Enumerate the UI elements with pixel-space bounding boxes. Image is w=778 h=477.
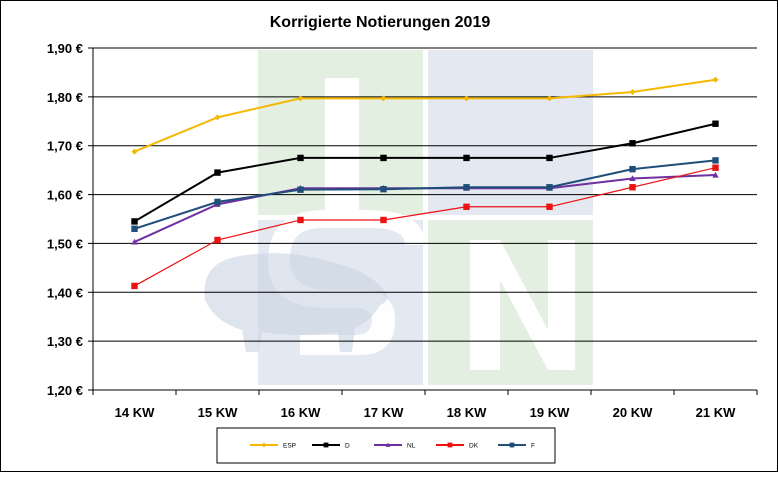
series-line-d (133, 122, 716, 223)
data-point-esp (131, 148, 138, 155)
data-point-f (214, 198, 221, 206)
legend-label: D (345, 443, 350, 450)
data-point-d (214, 169, 221, 176)
data-point-dk (131, 282, 138, 290)
data-point-f (546, 184, 553, 191)
data-point-f (131, 225, 138, 232)
y-tick-label: 1,60 € (47, 188, 83, 203)
data-point-dk (546, 203, 553, 210)
data-point-dk (463, 203, 470, 210)
legend-item-f: F (498, 443, 535, 450)
data-point-f (297, 186, 304, 193)
legend-item-dk: DK (436, 443, 479, 450)
data-point-esp (712, 76, 719, 83)
x-tick-label: 15 KW (198, 405, 238, 420)
series-dk (131, 164, 719, 290)
isn-watermark-logo (204, 50, 593, 385)
data-point-f (380, 185, 387, 193)
data-point-nl (712, 171, 719, 178)
data-point-dk (380, 216, 387, 224)
data-point-f (712, 157, 719, 164)
legend-item-esp: ESP (250, 443, 296, 450)
y-tick-label: 1,20 € (47, 383, 83, 398)
series-line-f (134, 159, 716, 230)
data-point-nl (131, 238, 138, 245)
y-tick-label: 1,40 € (47, 285, 83, 300)
legend-swatch-marker (261, 442, 267, 448)
x-tick-label: 16 KW (281, 405, 321, 420)
data-point-f (629, 165, 636, 173)
series-d (131, 120, 719, 225)
data-point-dk (214, 236, 221, 244)
data-point-dk (297, 216, 304, 224)
data-point-dk (712, 164, 719, 171)
legend-item-nl: NL (374, 443, 416, 450)
legend-item-d: D (312, 443, 350, 450)
data-point-d (380, 154, 387, 162)
legend-label: ESP (283, 443, 296, 450)
data-point-esp (463, 95, 470, 102)
data-point-esp (214, 114, 221, 121)
x-tick-label: 14 KW (115, 405, 155, 420)
legend-swatch-marker (509, 442, 515, 448)
data-point-d (546, 154, 553, 162)
x-tick-label: 18 KW (447, 405, 487, 420)
legend: ESP D NL DK F (216, 427, 556, 464)
data-point-esp (546, 95, 553, 102)
x-tick-label: 20 KW (613, 405, 653, 420)
series-f (131, 157, 719, 232)
x-tick-label: 21 KW (696, 405, 736, 420)
legend-swatch-marker (323, 442, 329, 448)
y-tick-label: 1,70 € (47, 139, 83, 154)
series-line-dk (134, 167, 716, 287)
legend-items: ESP D NL DK F (250, 443, 535, 450)
data-point-d (297, 154, 304, 162)
data-point-esp (629, 88, 636, 95)
data-point-d (629, 140, 636, 147)
data-point-d (463, 154, 470, 162)
legend-label: DK (469, 443, 479, 450)
x-tick-label: 19 KW (530, 405, 570, 420)
data-point-nl (629, 175, 636, 182)
series-layer (131, 76, 719, 290)
data-point-f (463, 184, 470, 191)
legend-label: F (531, 443, 535, 450)
data-point-esp (297, 95, 304, 102)
data-point-esp (380, 95, 387, 102)
data-point-d (131, 218, 138, 225)
series-line-esp (134, 78, 716, 153)
legend-swatch-marker (447, 442, 453, 448)
chart-title: Korrigierte Notierungen 2019 (270, 14, 491, 31)
axes-layer: 1,20 € 1,30 € 1,40 € 1,50 € 1,60 € 1,70 € 1,80… (47, 41, 758, 420)
grid-layer (93, 47, 757, 342)
y-tick-label: 1,90 € (47, 41, 83, 56)
y-tick-label: 1,50 € (47, 236, 83, 251)
legend-label: NL (407, 443, 416, 450)
y-tick-label: 1,80 € (47, 90, 83, 105)
data-point-d (712, 120, 719, 127)
data-point-dk (629, 184, 636, 191)
y-tick-label: 1,30 € (47, 334, 83, 349)
series-esp (131, 76, 719, 155)
legend-swatch-marker (385, 442, 391, 447)
x-tick-label: 17 KW (364, 405, 404, 420)
